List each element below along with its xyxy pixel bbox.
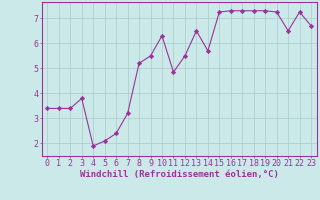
X-axis label: Windchill (Refroidissement éolien,°C): Windchill (Refroidissement éolien,°C): [80, 170, 279, 179]
